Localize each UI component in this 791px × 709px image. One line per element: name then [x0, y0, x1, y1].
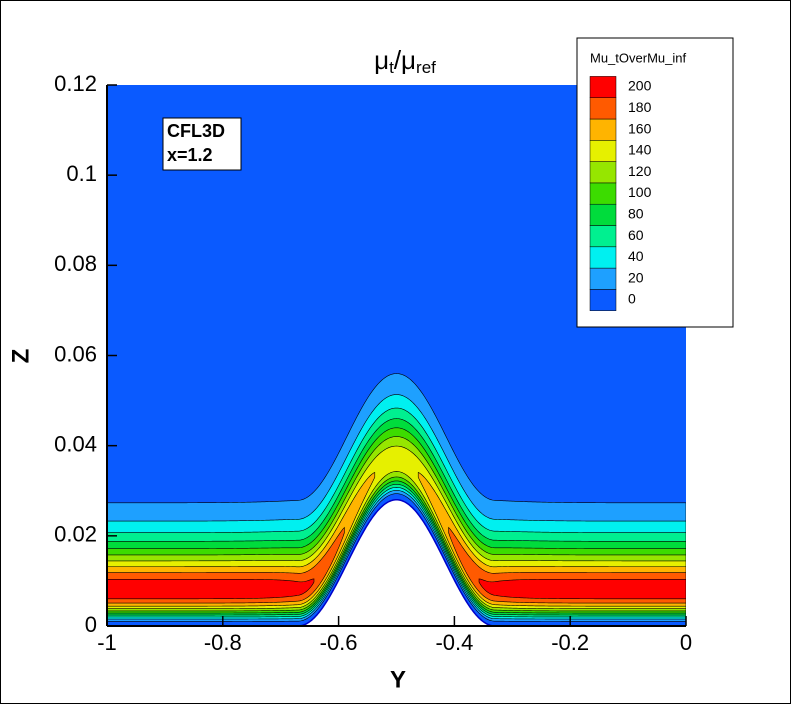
legend-label: 40: [628, 248, 644, 264]
legend-label: 200: [628, 78, 652, 94]
x-tick-label: -0.6: [320, 630, 358, 655]
y-tick-label: 0.06: [54, 341, 97, 366]
legend-swatch: [589, 140, 617, 162]
legend-label: 160: [628, 120, 652, 136]
legend-swatch: [589, 76, 617, 98]
legend-swatch: [589, 161, 617, 184]
contour-band: [478, 578, 686, 600]
legend-label: 120: [628, 163, 652, 179]
x-tick-label: 0: [680, 630, 692, 655]
annotation-line: x=1.2: [167, 145, 213, 165]
legend-swatch: [589, 246, 617, 269]
legend-label: 0: [628, 291, 636, 307]
contour-band: [107, 578, 315, 600]
legend-label: 60: [628, 227, 644, 243]
annotation-line: CFL3D: [167, 121, 225, 141]
x-tick-label: -1: [97, 630, 117, 655]
legend: 0 20 40 60 80 100 120 140 160 180 200: [589, 76, 652, 311]
legend-swatch: [589, 225, 617, 248]
legend-swatch: [589, 118, 617, 141]
y-axis-label: Z: [7, 349, 34, 364]
x-tick-label: -0.4: [435, 630, 473, 655]
y-tick-label: 0.04: [54, 431, 97, 456]
legend-title: Mu_tOverMu_inf: [590, 50, 686, 65]
legend-label: 180: [628, 99, 652, 115]
annotation-box: [162, 117, 242, 171]
legend-label: 20: [628, 269, 644, 285]
y-tick-label: 0.08: [54, 251, 97, 276]
chart-title: μt/μref: [374, 45, 436, 78]
legend-label: 140: [628, 142, 652, 158]
y-tick-label: 0.12: [54, 71, 97, 96]
legend-swatch: [589, 97, 617, 120]
legend-swatch: [589, 289, 617, 311]
legend-label: 80: [628, 206, 644, 222]
x-axis-label: Y: [390, 666, 406, 693]
legend-swatch: [589, 203, 617, 226]
y-tick-label: 0.02: [54, 522, 97, 547]
y-tick-label: 0: [85, 612, 97, 637]
legend-swatch: [589, 267, 617, 290]
legend-swatch: [589, 182, 617, 205]
x-tick-label: -0.8: [204, 630, 242, 655]
legend-label: 100: [628, 184, 652, 200]
wall: [298, 499, 495, 626]
y-tick-label: 0.1: [66, 161, 97, 186]
x-tick-label: -0.2: [551, 630, 589, 655]
